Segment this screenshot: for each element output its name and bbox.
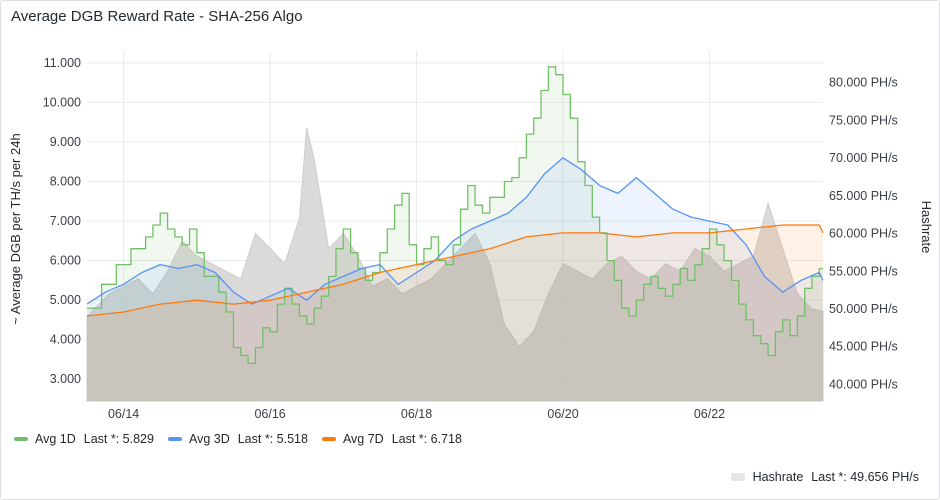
right-axis-label: Hashrate — [919, 201, 934, 254]
y-tick-label: 9.000 — [50, 135, 81, 149]
x-tick-label: 06/18 — [401, 407, 432, 421]
legend-last-hashrate: Last *: 49.656 PH/s — [811, 470, 919, 484]
legend-swatch-avg3d — [167, 437, 182, 441]
chart-svg: 3.000 4.000 5.000 6.000 7.000 8.000 9.000 10.00… — [8, 51, 934, 421]
legend-name-avg7d: Avg 7D — [342, 432, 384, 446]
y-tick-label: 4.000 — [50, 333, 81, 347]
legend-last-avg3d: Last *: 5.518 — [237, 432, 308, 446]
left-axis-label: ~ Average DGB per TH/s per 24h — [8, 133, 23, 324]
y-tick-label: 11.000 — [44, 56, 81, 70]
legend-last-avg1d: Last *: 5.829 — [83, 432, 154, 446]
y2-tick-label: 65.000 PH/s — [829, 189, 898, 203]
y-tick-label: 10.000 — [43, 95, 81, 109]
series-lines — [86, 66, 824, 365]
right-axis-ticks: 40.000 PH/s 45.000 PH/s 50.000 PH/s 55.000 … — [829, 76, 898, 392]
y-tick-label: 7.000 — [50, 214, 81, 228]
panel-title[interactable]: Average DGB Reward Rate - SHA-256 Algo — [11, 8, 303, 25]
legend-item-avg1d[interactable]: Avg 1D Last *: 5.829 — [14, 432, 154, 446]
area-avg1d — [87, 66, 823, 402]
x-tick-label: 06/20 — [547, 407, 578, 421]
area-avg3d — [87, 157, 823, 401]
legend-item-avg7d[interactable]: Avg 7D Last *: 6.718 — [321, 432, 462, 446]
legend-swatch-hashrate — [730, 473, 745, 481]
hashrate-series — [86, 127, 824, 402]
y-tick-label: 3.000 — [50, 372, 81, 386]
y2-tick-label: 40.000 PH/s — [829, 377, 898, 391]
series-area-fills — [87, 66, 823, 402]
line-avg3d — [86, 157, 824, 305]
y2-tick-label: 80.000 PH/s — [829, 76, 898, 90]
legend-left: Avg 1D Last *: 5.829 Avg 3D Last *: 5.51… — [14, 432, 476, 446]
legend-item-avg3d[interactable]: Avg 3D Last *: 5.518 — [167, 432, 308, 446]
x-tick-label: 06/16 — [254, 407, 285, 421]
line-avg7d — [86, 224, 824, 317]
y-tick-label: 5.000 — [50, 293, 81, 307]
left-axis-ticks: 3.000 4.000 5.000 6.000 7.000 8.000 9.000 10.00… — [43, 56, 81, 386]
x-axis-ticks: 06/14 06/16 06/18 06/20 06/22 — [108, 407, 725, 421]
legend-name-avg1d: Avg 1D — [35, 432, 76, 446]
y2-tick-label: 70.000 PH/s — [829, 151, 898, 165]
legend-item-hashrate[interactable]: Hashrate Last *: 49.656 PH/s — [730, 470, 919, 484]
y-tick-label: 6.000 — [50, 254, 81, 268]
area-avg7d — [87, 225, 823, 401]
y2-tick-label: 60.000 PH/s — [829, 227, 898, 241]
legend-name-hashrate: Hashrate — [752, 470, 804, 484]
legend-right: Hashrate Last *: 49.656 PH/s — [730, 470, 919, 484]
y2-tick-label: 50.000 PH/s — [829, 302, 898, 316]
y-tick-label: 8.000 — [50, 175, 81, 189]
legend-swatch-avg7d — [321, 437, 336, 441]
area-hashrate — [86, 127, 824, 402]
x-tick-label: 06/22 — [694, 407, 725, 421]
y2-tick-label: 55.000 PH/s — [829, 264, 898, 278]
y2-tick-label: 45.000 PH/s — [829, 340, 898, 354]
x-tick-label: 06/14 — [108, 407, 139, 421]
legend-last-avg7d: Last *: 6.718 — [391, 432, 462, 446]
legend-swatch-avg1d — [14, 437, 28, 441]
legend-name-avg3d: Avg 3D — [188, 432, 230, 446]
y2-tick-label: 75.000 PH/s — [829, 113, 898, 127]
line-avg1d — [87, 66, 823, 365]
